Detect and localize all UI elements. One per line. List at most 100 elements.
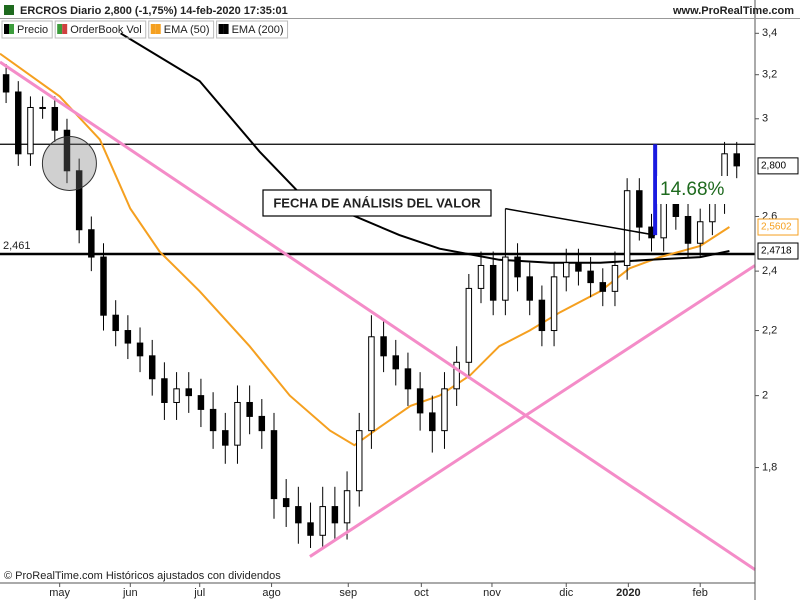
candle-body — [709, 200, 716, 223]
candle-body — [124, 330, 132, 344]
legend-swatch — [9, 24, 14, 34]
y-tick-label: 2,2 — [762, 324, 777, 336]
candle-body — [295, 506, 302, 524]
candle-body — [355, 430, 363, 492]
legend-label: EMA (200) — [232, 24, 284, 36]
candle-body — [489, 264, 497, 301]
x-tick-label: oct — [414, 587, 429, 599]
x-tick-label: feb — [693, 587, 708, 599]
candle-body — [465, 287, 473, 363]
candle-body — [319, 506, 326, 536]
y-tick-label: 1,8 — [762, 461, 777, 473]
horizontal-line-label: 2,461 — [3, 240, 31, 252]
candle-body — [429, 412, 436, 432]
candle-body — [587, 270, 594, 284]
candle-body — [636, 190, 643, 228]
price-tag: 2,800 — [761, 161, 786, 172]
ema-tag: 2,5602 — [761, 222, 792, 233]
legend-label: OrderBook Vol — [70, 24, 142, 36]
candle-body — [453, 361, 460, 390]
candle-body — [100, 256, 107, 316]
annotation-box — [262, 189, 492, 217]
candle-body — [234, 401, 241, 446]
y-tick-label: 3 — [762, 113, 768, 125]
candle-body — [684, 215, 692, 244]
candle-body — [441, 388, 448, 432]
candle-body — [563, 262, 570, 278]
header-bar — [0, 0, 800, 19]
legend-border — [216, 20, 289, 39]
trendline — [309, 264, 756, 558]
annotation-text: FECHA DE ANÁLISIS DEL VALOR — [273, 195, 481, 210]
candle-body — [282, 498, 290, 508]
x-tick-label: ago — [262, 587, 280, 599]
candle-body — [392, 355, 400, 370]
candle-body — [51, 106, 59, 131]
ema-line — [120, 32, 730, 264]
candle-body — [222, 430, 229, 446]
candle-body — [258, 415, 266, 432]
candle-body — [538, 299, 546, 332]
candle-body — [161, 378, 168, 403]
trendline — [505, 207, 656, 236]
legend-swatch — [150, 24, 156, 34]
plot-area: 2,461 FECHA DE ANÁLISIS DEL VALOR 14.68% — [0, 32, 756, 571]
candle-body — [112, 314, 119, 332]
candle-body — [575, 262, 582, 272]
x-tick-label: nov — [483, 587, 501, 599]
candle-body — [672, 202, 680, 217]
header-rule — [0, 18, 800, 19]
legend-label: Precio — [17, 24, 48, 36]
x-tick-label: jun — [122, 587, 138, 599]
x-tick-label: jul — [193, 587, 205, 599]
candle-body — [2, 74, 10, 93]
candle-body — [514, 256, 521, 278]
legend-border — [148, 20, 215, 39]
price-tag-box — [757, 157, 799, 175]
legend-label: EMA (50) — [164, 24, 210, 36]
candle-body — [173, 388, 180, 403]
legend-swatch — [4, 24, 9, 34]
ema-tag-box — [757, 218, 799, 236]
candle-body — [331, 506, 339, 524]
candle-body — [209, 408, 217, 432]
candle-body — [526, 276, 533, 301]
legend-border — [1, 20, 53, 39]
candle-body — [39, 106, 46, 109]
y-tick-label: 3,4 — [762, 27, 777, 39]
candle-body — [343, 490, 351, 524]
ema-tag-box — [757, 242, 799, 260]
header-icon — [4, 5, 14, 15]
ema-tag: 2,4718 — [761, 246, 792, 257]
candle-body — [623, 190, 631, 266]
candle-body — [368, 336, 375, 432]
candle-body — [404, 368, 412, 390]
legend-swatch — [62, 24, 68, 34]
x-tick-label: sep — [339, 587, 357, 599]
x-tick-label: dic — [559, 587, 574, 599]
candle-body — [185, 388, 192, 397]
header-source: www.ProRealTime.com — [672, 5, 794, 17]
change-label: 14.68% — [660, 179, 725, 200]
candle-body — [502, 256, 509, 301]
legend-swatch — [57, 24, 63, 34]
candle-body — [148, 355, 156, 380]
legend-swatch — [223, 24, 229, 34]
candle-body — [380, 336, 387, 357]
y-tick-label: 2,4 — [762, 265, 777, 277]
candle-body — [88, 229, 95, 258]
footer: © ProRealTime.com Históricos ajustados c… — [4, 570, 281, 582]
candle-body — [307, 522, 314, 536]
legend-swatch — [155, 24, 161, 34]
highlight-circle — [41, 135, 97, 191]
candle-body — [270, 430, 278, 500]
candle-body — [733, 153, 740, 167]
candle-body — [550, 276, 558, 332]
candle-body — [136, 342, 144, 357]
y-tick-label: 3,2 — [762, 69, 777, 81]
candle-body — [599, 282, 607, 292]
legend-border — [54, 20, 147, 39]
